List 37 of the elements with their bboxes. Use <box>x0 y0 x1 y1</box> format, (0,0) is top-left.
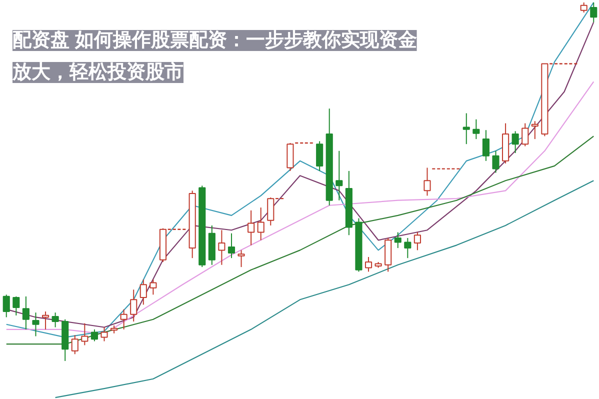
text: 配资盘 如何操作股票配资：一步步教你实现资金放大，轻松投资股市 <box>12 29 417 83</box>
candlestick <box>590 2 598 23</box>
candlestick <box>462 112 470 145</box>
candlestick <box>81 322 88 346</box>
candlestick <box>140 279 147 306</box>
candlestick <box>472 118 480 140</box>
candlestick <box>336 150 343 201</box>
candlestick <box>2 294 10 318</box>
candlestick <box>218 230 226 266</box>
candlestick <box>286 142 294 172</box>
candlestick <box>482 130 490 162</box>
candlestick <box>32 312 40 337</box>
candlestick <box>364 256 372 272</box>
candlestick <box>404 238 412 259</box>
candlestick <box>228 232 236 259</box>
candlestick <box>238 250 245 268</box>
candlestick <box>22 296 30 330</box>
candlestick <box>580 2 588 14</box>
candlestick <box>512 130 519 154</box>
candlestick <box>531 120 538 140</box>
candlestick <box>150 279 157 296</box>
candlestick <box>248 210 255 246</box>
candlestick <box>424 167 431 196</box>
candlestick <box>316 140 324 172</box>
candlestick <box>90 328 98 342</box>
candlestick <box>52 312 59 328</box>
candlestick <box>492 150 500 174</box>
candlestick <box>130 289 138 322</box>
candlestick <box>12 296 20 316</box>
candlestick <box>71 334 78 355</box>
candlestick <box>522 122 529 147</box>
candlestick <box>257 207 264 241</box>
candlestick <box>42 310 50 330</box>
candlestick <box>414 232 421 251</box>
candlestick <box>394 232 402 249</box>
candlestick <box>100 326 108 342</box>
candlestick <box>120 308 128 330</box>
